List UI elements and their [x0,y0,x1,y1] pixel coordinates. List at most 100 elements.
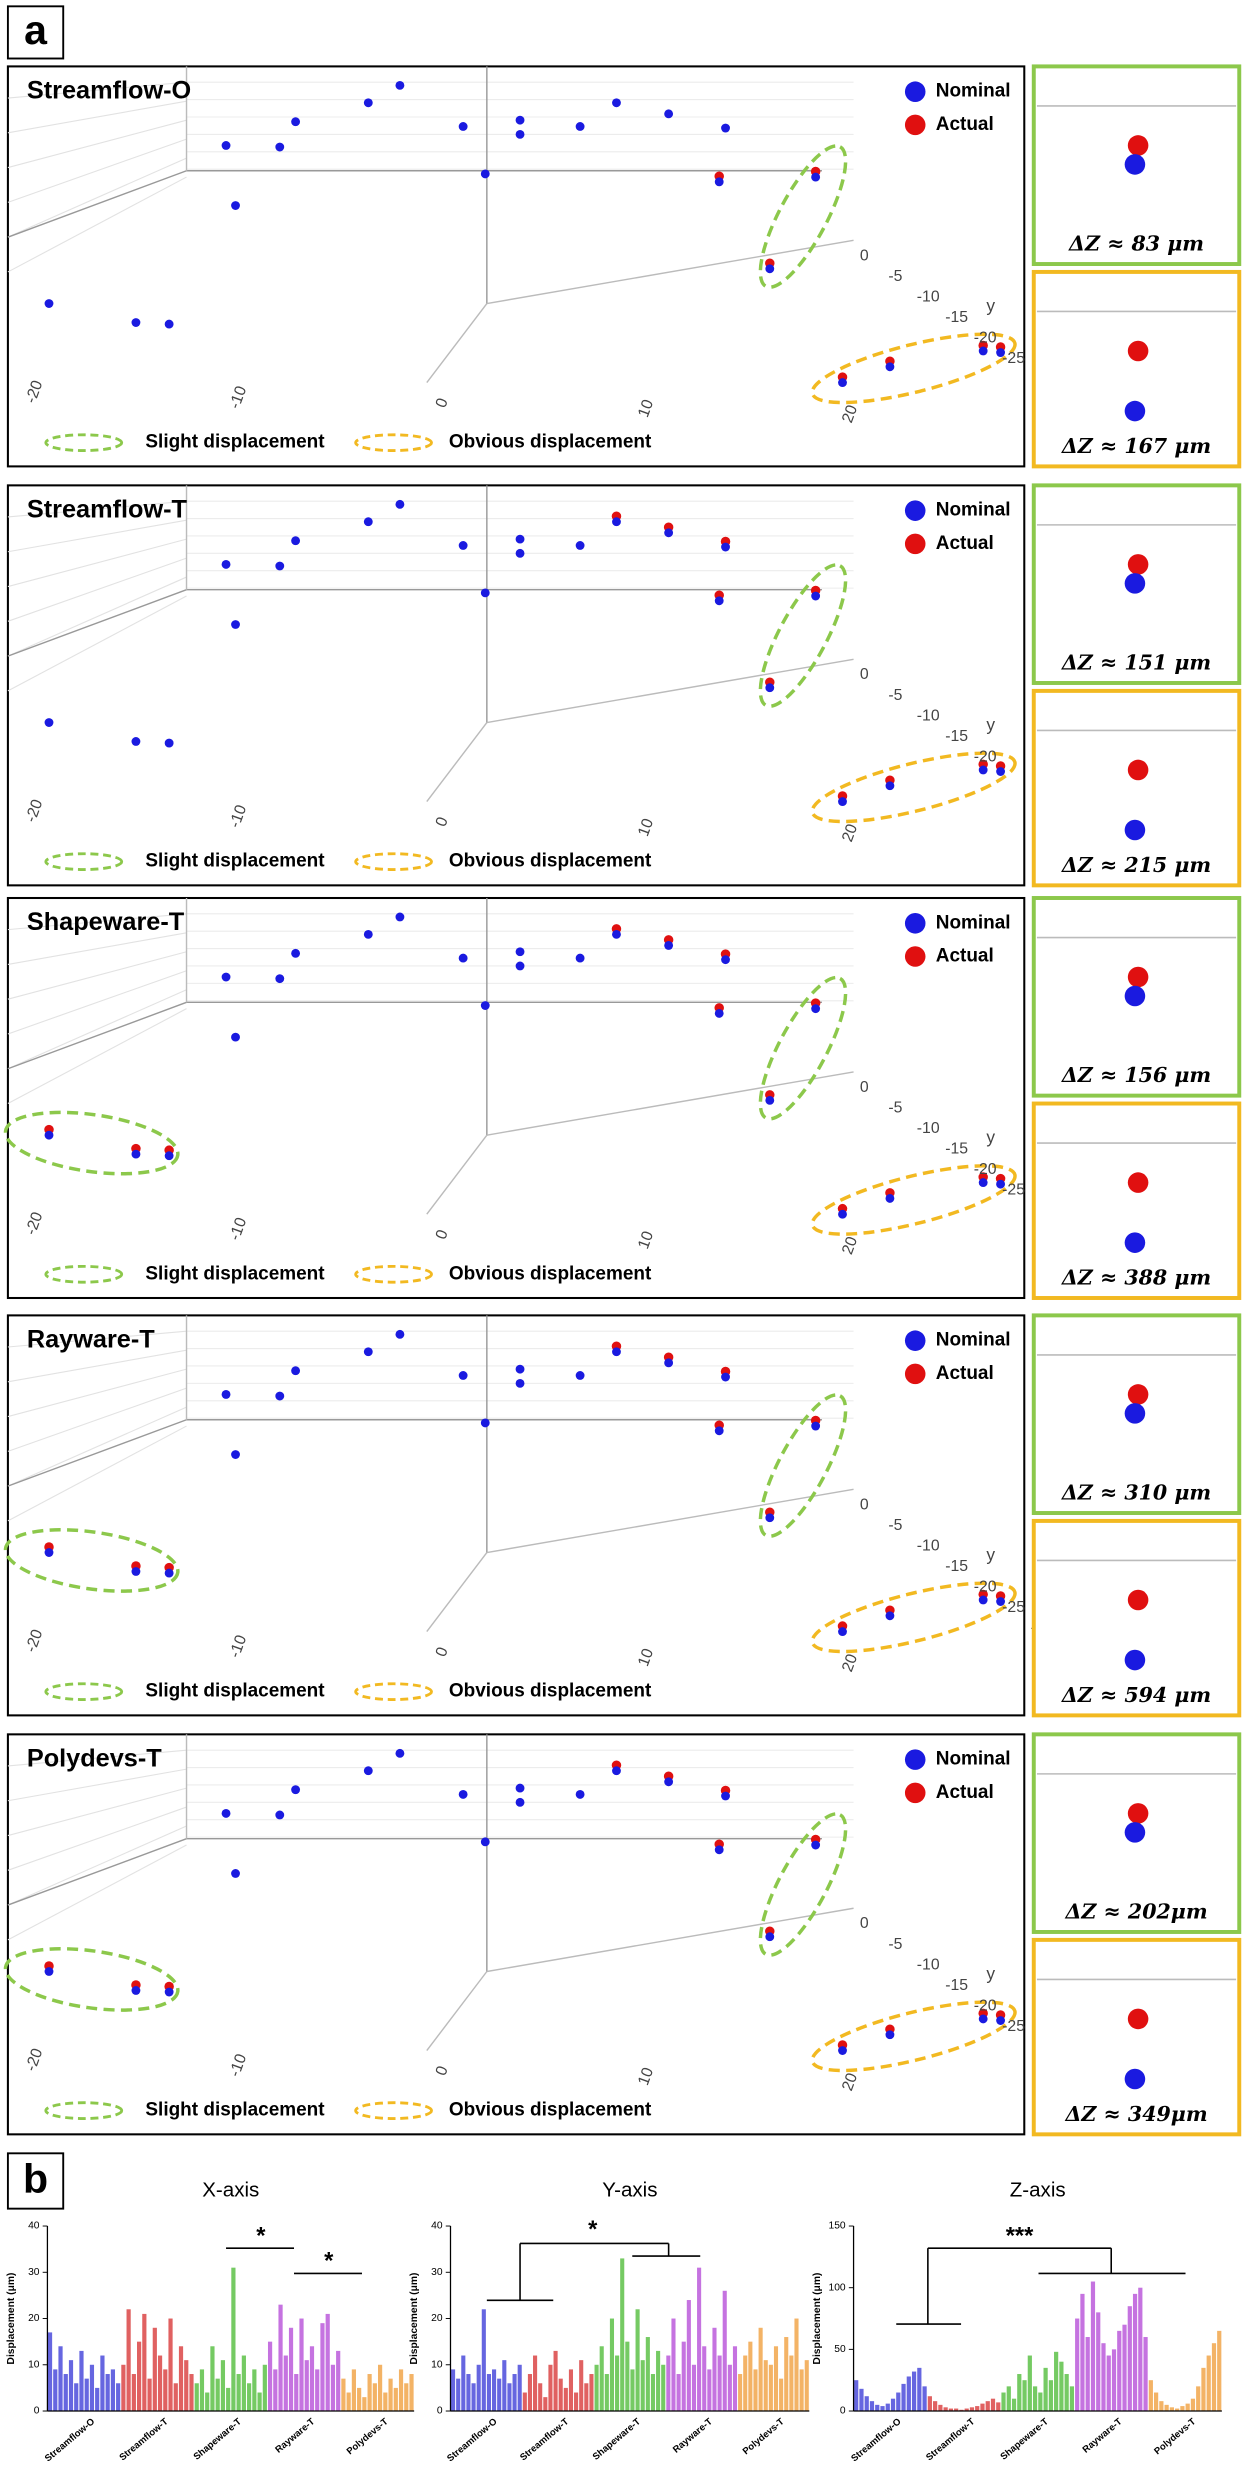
wall-grid [7,1749,187,1767]
inset-nominal [1124,1822,1146,1843]
inset-label: ΔZ ≈ 151 μm [1061,651,1211,675]
y-tick-label: 20 [28,2313,40,2324]
nominal-point [575,122,585,131]
nominal-point [164,1568,174,1578]
nominal-point [458,1790,468,1799]
chart-title: X-axis [202,2179,259,2202]
slight-ellipse [758,1393,848,1539]
legend-slight [44,433,124,453]
nominal-point [811,1004,821,1014]
y-axis-label: Displacement (μm) [812,2273,823,2365]
inset-nominal [1124,1232,1146,1253]
y-axis-label: y [986,1544,995,1564]
nominal-point [811,1840,821,1850]
wall-grid [7,1008,187,1105]
wall-grid [7,1806,187,1871]
bar [738,2374,743,2412]
nominal-point [714,1845,724,1855]
wall-grid [7,519,187,553]
plot-title: Shapeware-T [27,908,185,936]
chart-title: Z-axis [1010,2179,1066,2202]
bar [1217,2330,1222,2412]
bar [362,2397,367,2412]
bar [304,2360,309,2412]
nominal-point [515,129,525,139]
bar [1064,2374,1069,2412]
obvious-ellipse [810,332,1017,405]
x-tick-label: -20 [23,1627,47,1654]
nominal-point [575,1790,585,1799]
bar [522,2392,527,2412]
bar [157,2355,163,2412]
panel-label-box [6,5,65,60]
nominal-point [131,318,141,327]
bar [194,2383,199,2412]
bar [502,2360,507,2412]
bar [938,2404,943,2412]
bar [517,2364,522,2412]
bar [283,2355,288,2412]
axis-line [7,589,187,657]
nominal-point [231,1032,240,1042]
nominal-point [978,346,988,356]
y-tick-label: -25 [1002,1182,1025,1199]
x-tick-label: Streamflow-T [117,2416,170,2463]
bar [168,2318,173,2412]
x-tick-label: Polydevs-T [1152,2416,1198,2457]
plot-frame [6,1733,1026,2136]
x-tick-label: 10 [635,2065,657,2088]
x-tick-label: -10 [226,2052,250,2079]
bar [215,2378,220,2412]
legend-label: Nominal [936,1330,1011,1351]
axis-line [486,1907,854,1973]
nominal-point [721,1791,730,1801]
plot-frame [6,896,1026,1300]
bar [226,2387,231,2412]
wall-grid [7,1425,187,1522]
nominal-point [515,1783,525,1793]
nominal-point [44,1548,54,1557]
axis-line [426,722,488,802]
legend-marker [904,81,926,102]
bar [869,2401,875,2412]
nominal-point [765,264,775,274]
bar [615,2355,620,2412]
bar [330,2364,336,2412]
nominal-point [291,948,301,958]
bar [589,2374,594,2412]
bar [686,2300,691,2412]
nominal-point [664,528,674,538]
inset-frame [1031,688,1242,888]
legend-obvious [354,1682,433,1701]
x-tick-label: -20 [23,378,47,405]
y-axis-label: y [986,714,995,734]
bar [388,2378,393,2412]
bar [486,2374,491,2412]
nominal-point [721,955,730,965]
legend-marker [904,500,926,521]
axis-line [7,1001,187,1070]
bar [58,2346,63,2412]
bar [294,2374,299,2412]
nominal-point [575,1371,585,1380]
axis-line [7,170,187,238]
chart-title: Y-axis [602,2179,657,2202]
legend-marker [904,913,926,934]
wall-grid [7,1787,187,1837]
bar [325,2313,330,2412]
bar [656,2350,661,2412]
y-tick-label: 0 [860,247,869,264]
nominal-point [363,517,373,527]
bar [383,2392,388,2412]
bar [220,2360,226,2412]
bar [933,2401,938,2412]
bar [650,2374,656,2412]
bar [461,2355,466,2412]
y-tick-label: -25 [1002,350,1025,367]
annotation-label: Slight displacement [145,851,325,872]
legend-slight [44,1682,124,1701]
bar [1022,2380,1027,2412]
bar [789,2355,794,2412]
nominal-point [838,1627,847,1637]
